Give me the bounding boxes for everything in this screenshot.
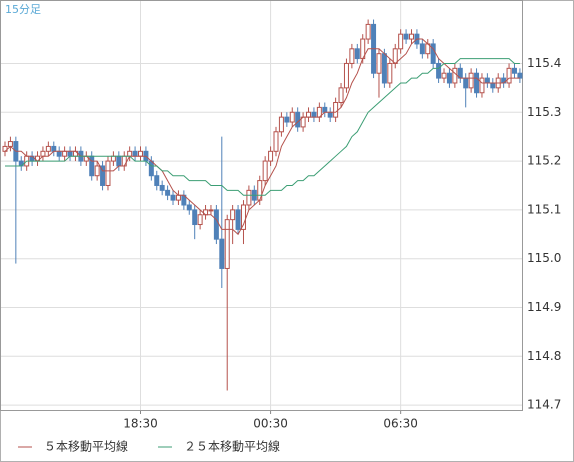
- candle-body: [284, 116, 290, 123]
- candle-body: [474, 72, 480, 94]
- candle-body: [121, 155, 127, 167]
- candle-body: [186, 204, 192, 211]
- candle-body: [468, 72, 474, 89]
- candle-body: [306, 111, 312, 118]
- candle-body: [235, 209, 241, 230]
- candle-body: [349, 48, 355, 64]
- x-tick-label: 06:30: [383, 417, 418, 431]
- candle-body: [192, 209, 198, 226]
- candle-body: [479, 77, 485, 94]
- legend-label: ５本移動平均線: [44, 439, 128, 454]
- x-tick-label: 00:30: [253, 417, 288, 431]
- candle-body: [175, 194, 181, 201]
- candle-body: [165, 189, 171, 196]
- plot-border: [0, 0, 523, 411]
- candle-body: [517, 72, 523, 79]
- candle-body: [398, 33, 404, 50]
- candle-body: [56, 150, 62, 157]
- candle-body: [376, 53, 382, 74]
- candle-body: [392, 48, 398, 64]
- y-tick-label: 115.1: [527, 202, 561, 216]
- candle-body: [278, 116, 284, 133]
- candle-body: [327, 111, 333, 118]
- candle-body: [159, 184, 165, 191]
- y-tick-label: 114.9: [527, 300, 561, 314]
- candle-body: [94, 165, 100, 177]
- timeframe-label: 15分足: [5, 3, 41, 16]
- candle-body: [51, 145, 57, 152]
- candle-body: [511, 67, 517, 74]
- candle-body: [116, 155, 122, 167]
- candle-body: [7, 141, 13, 147]
- y-tick-label: 115.0: [527, 251, 561, 265]
- x-tick-label: 18:30: [123, 417, 158, 431]
- candle-body: [208, 209, 214, 212]
- candle-body: [170, 194, 176, 201]
- candle-body: [240, 204, 246, 230]
- candle-body: [89, 155, 95, 177]
- candle-body: [333, 102, 339, 118]
- candle-body: [45, 145, 51, 152]
- candle-body: [100, 165, 106, 186]
- candle-body: [409, 33, 414, 40]
- candle-body: [430, 43, 436, 64]
- candle-body: [343, 62, 349, 89]
- candle-body: [224, 219, 230, 269]
- candle-body: [289, 111, 295, 123]
- candle-body: [273, 131, 279, 152]
- candle-body: [365, 23, 371, 40]
- candle-body: [154, 175, 160, 186]
- legend-label: ２５本移動平均線: [184, 439, 280, 454]
- y-tick-label: 114.7: [527, 398, 561, 412]
- candle-body: [403, 33, 409, 40]
- candle-body: [213, 209, 219, 240]
- candle-body: [506, 67, 512, 84]
- candle-body: [338, 87, 344, 103]
- candle-body: [138, 150, 143, 157]
- ma-line: [4, 38, 520, 236]
- candle-body: [295, 111, 301, 128]
- candle-body: [132, 150, 138, 157]
- candle-body: [262, 160, 268, 182]
- candle-body: [446, 72, 452, 84]
- candle-body: [484, 77, 490, 84]
- candle-body: [268, 150, 274, 162]
- y-tick-label: 115.4: [527, 56, 561, 70]
- candle-body: [246, 189, 252, 206]
- candle-body: [322, 106, 328, 113]
- y-tick-label: 114.8: [527, 349, 561, 363]
- candle-body: [490, 82, 496, 89]
- candle-body: [419, 43, 425, 55]
- candle-body: [387, 62, 393, 84]
- candle-body: [219, 238, 225, 269]
- candle-body: [197, 214, 203, 226]
- candle-body: [441, 72, 447, 79]
- candle-body: [110, 155, 116, 162]
- ma-line: [5, 58, 520, 196]
- candle-body: [230, 209, 236, 221]
- candle-body: [105, 160, 111, 186]
- y-tick-label: 115.3: [527, 105, 561, 119]
- candle-body: [354, 48, 360, 60]
- candle-body: [62, 150, 68, 157]
- candle-body: [148, 160, 154, 177]
- candle-body: [452, 67, 458, 84]
- candle-body: [40, 150, 46, 157]
- candle-body: [463, 77, 469, 89]
- candle-body: [381, 53, 387, 84]
- y-tick-label: 115.2: [527, 154, 561, 168]
- candle-body: [436, 62, 442, 79]
- candle-body: [127, 150, 133, 157]
- candle-body: [311, 111, 317, 118]
- candle-body: [67, 150, 73, 157]
